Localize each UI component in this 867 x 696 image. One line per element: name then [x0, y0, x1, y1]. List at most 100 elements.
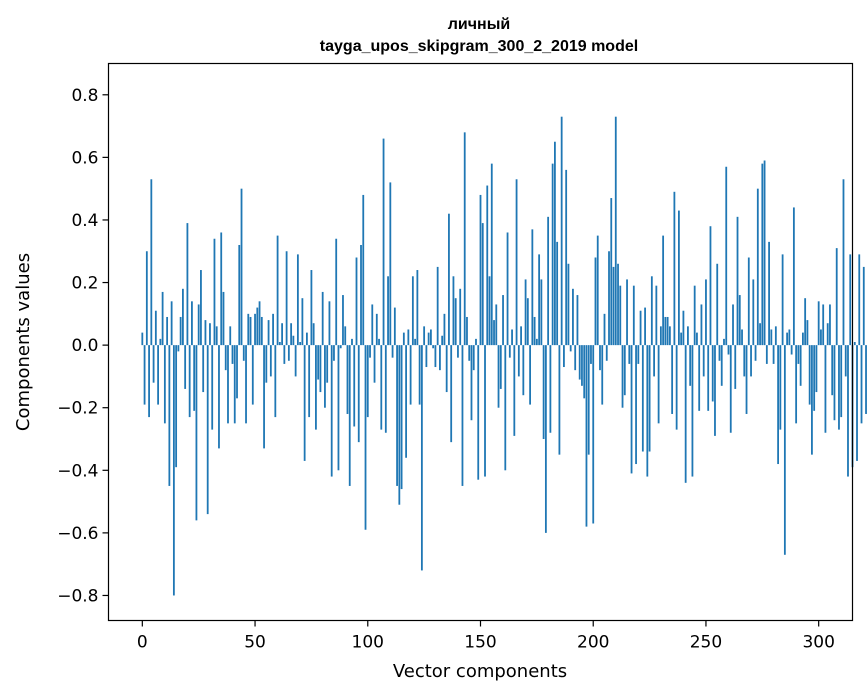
bar: [680, 332, 683, 346]
y-tick-label: 0.2: [71, 274, 98, 294]
bar: [484, 345, 486, 477]
bar: [247, 313, 250, 346]
bar: [204, 320, 207, 346]
bar: [150, 179, 153, 346]
bar: [371, 304, 374, 346]
bar: [193, 345, 196, 411]
bar: [581, 345, 583, 386]
bar: [551, 163, 554, 346]
bar: [420, 345, 423, 571]
bar: [675, 345, 678, 430]
bar: [831, 345, 834, 396]
bar: [524, 279, 527, 346]
bar: [215, 326, 218, 346]
bar: [811, 345, 813, 455]
bar: [184, 345, 187, 389]
bar: [290, 323, 293, 346]
bar: [594, 257, 597, 346]
bar: [411, 276, 414, 346]
bar: [398, 345, 401, 505]
bar: [141, 332, 144, 346]
bar: [621, 345, 624, 408]
bar: [400, 345, 403, 490]
bar: [556, 241, 559, 346]
bar: [666, 316, 669, 346]
bar: [714, 345, 716, 436]
bar: [612, 266, 615, 346]
bar: [337, 345, 340, 471]
plot-frame: [107, 62, 854, 622]
bar: [572, 288, 574, 346]
bar: [238, 244, 241, 346]
bar: [849, 254, 852, 346]
bar: [802, 332, 804, 346]
bar: [321, 291, 324, 346]
x-tick-label: 300: [802, 633, 834, 653]
bar: [249, 316, 252, 346]
x-axis-label: Vector components: [393, 661, 567, 682]
bar: [254, 313, 256, 346]
bar: [461, 345, 464, 486]
bar: [587, 345, 590, 455]
bar: [635, 345, 637, 465]
bar: [856, 345, 858, 461]
x-tick-label: 150: [464, 633, 496, 653]
bar: [445, 345, 448, 393]
bar: [558, 345, 561, 455]
bar: [333, 345, 335, 361]
bar: [574, 345, 577, 371]
bar: [387, 276, 389, 346]
bar: [493, 320, 495, 346]
bar: [396, 345, 398, 486]
y-tick-label: −0.6: [57, 524, 98, 544]
bar: [416, 270, 419, 346]
bar: [540, 279, 543, 346]
bar: [402, 332, 405, 346]
bar: [684, 345, 687, 483]
bar: [865, 345, 867, 414]
bar: [175, 345, 178, 468]
bar: [599, 345, 601, 371]
bar: [260, 316, 263, 346]
bar: [862, 266, 865, 346]
bar: [538, 254, 541, 346]
bar: [335, 238, 338, 346]
bar: [380, 345, 383, 430]
bar: [283, 345, 286, 364]
bar: [200, 270, 202, 346]
bar: [274, 345, 277, 418]
bar: [678, 210, 680, 346]
bar: [276, 235, 279, 346]
bar: [245, 345, 247, 424]
bar: [148, 345, 150, 418]
bar: [691, 345, 694, 477]
bar: [718, 345, 721, 361]
bar: [860, 345, 863, 424]
bar: [211, 345, 214, 430]
bar: [269, 345, 272, 377]
bar: [292, 335, 295, 346]
bar: [294, 345, 297, 377]
bar: [720, 345, 723, 386]
bar: [702, 345, 705, 377]
bar: [768, 241, 770, 346]
y-tick-label: 0.6: [71, 148, 98, 168]
bar: [549, 345, 552, 433]
bar: [829, 304, 831, 346]
bar: [328, 301, 331, 346]
bar: [822, 304, 825, 346]
bar: [763, 160, 766, 346]
bar: [486, 185, 489, 346]
bar: [441, 335, 444, 346]
bar: [475, 338, 477, 346]
bar: [330, 345, 333, 477]
bar: [166, 316, 169, 346]
bar: [351, 338, 353, 346]
bar: [312, 323, 315, 346]
bar: [267, 320, 270, 346]
bar: [353, 345, 356, 427]
bar: [808, 345, 811, 405]
bar: [319, 345, 322, 393]
bar: [240, 188, 243, 346]
bar: [499, 345, 502, 389]
